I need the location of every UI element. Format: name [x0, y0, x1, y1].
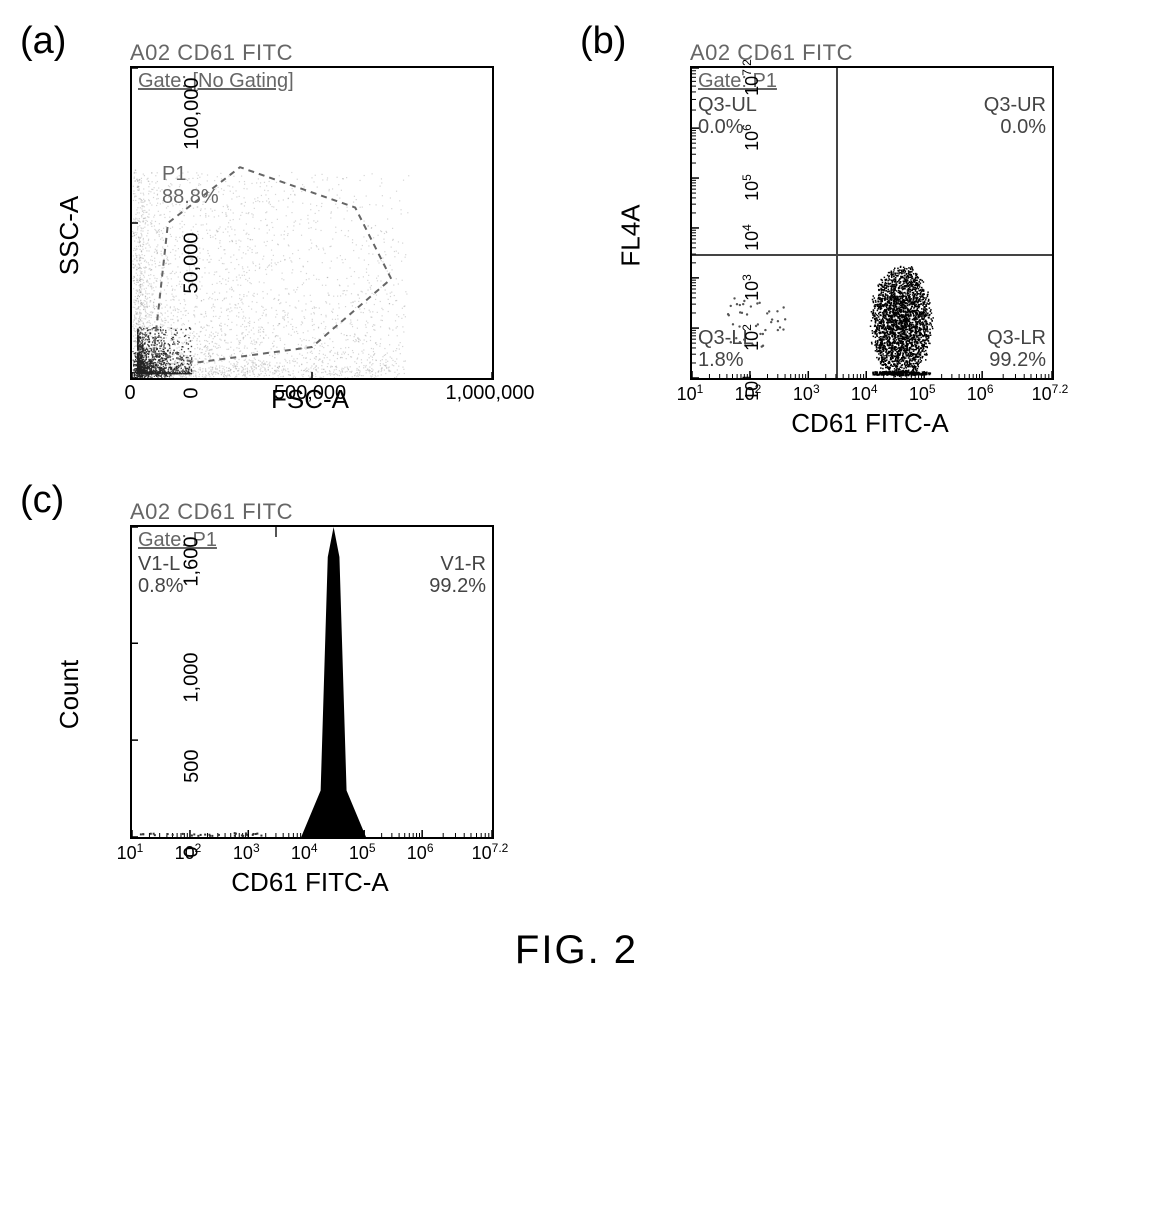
- panel-c-ylabel: Count: [54, 660, 85, 729]
- panel-a-ytick-2: 100,000: [181, 78, 204, 150]
- panel-c-plot-box: A02 CD61 FITC Count Gate: P1 V1-L 0.8% V…: [90, 499, 560, 898]
- panel-a-ytick-1: 50,000: [181, 233, 204, 294]
- panel-c-label: (c): [20, 479, 64, 522]
- figure-grid: (a) A02 CD61 FITC SSC-A Gate: [No Gating…: [20, 20, 1120, 898]
- panel-a-title1: A02 CD61 FITC: [130, 40, 560, 66]
- panel-a-xtick-2: 1,000,000: [446, 382, 535, 405]
- panel-a-ytick-0: 0: [181, 388, 204, 399]
- panel-c-xlabel: CD61 FITC-A: [130, 867, 490, 898]
- figure-caption: FIG. 2: [20, 928, 1133, 973]
- panel-a-ylabel: SSC-A: [54, 196, 85, 275]
- panel-a-xtick-1: 500,000: [274, 382, 346, 405]
- panel-a-label: (a): [20, 20, 66, 63]
- panel-c-title1: A02 CD61 FITC: [130, 499, 560, 525]
- panel-a-xtick-0: 0: [124, 382, 135, 405]
- panel-c: (c) A02 CD61 FITC Count Gate: P1 V1-L 0.…: [20, 479, 560, 898]
- panel-b-xlabel: CD61 FITC-A: [690, 408, 1050, 439]
- panel-b-plot-box: A02 CD61 FITC FL4A Gate: P1 Q3-UL 0.0% Q…: [650, 40, 1120, 439]
- panel-b-label: (b): [580, 20, 626, 63]
- panel-b-ylabel: FL4A: [616, 204, 647, 266]
- panel-a-plot-box: A02 CD61 FITC SSC-A Gate: [No Gating] P1…: [90, 40, 560, 415]
- panel-a: (a) A02 CD61 FITC SSC-A Gate: [No Gating…: [20, 20, 560, 439]
- panel-b: (b) A02 CD61 FITC FL4A Gate: P1 Q3-UL 0.…: [580, 20, 1120, 439]
